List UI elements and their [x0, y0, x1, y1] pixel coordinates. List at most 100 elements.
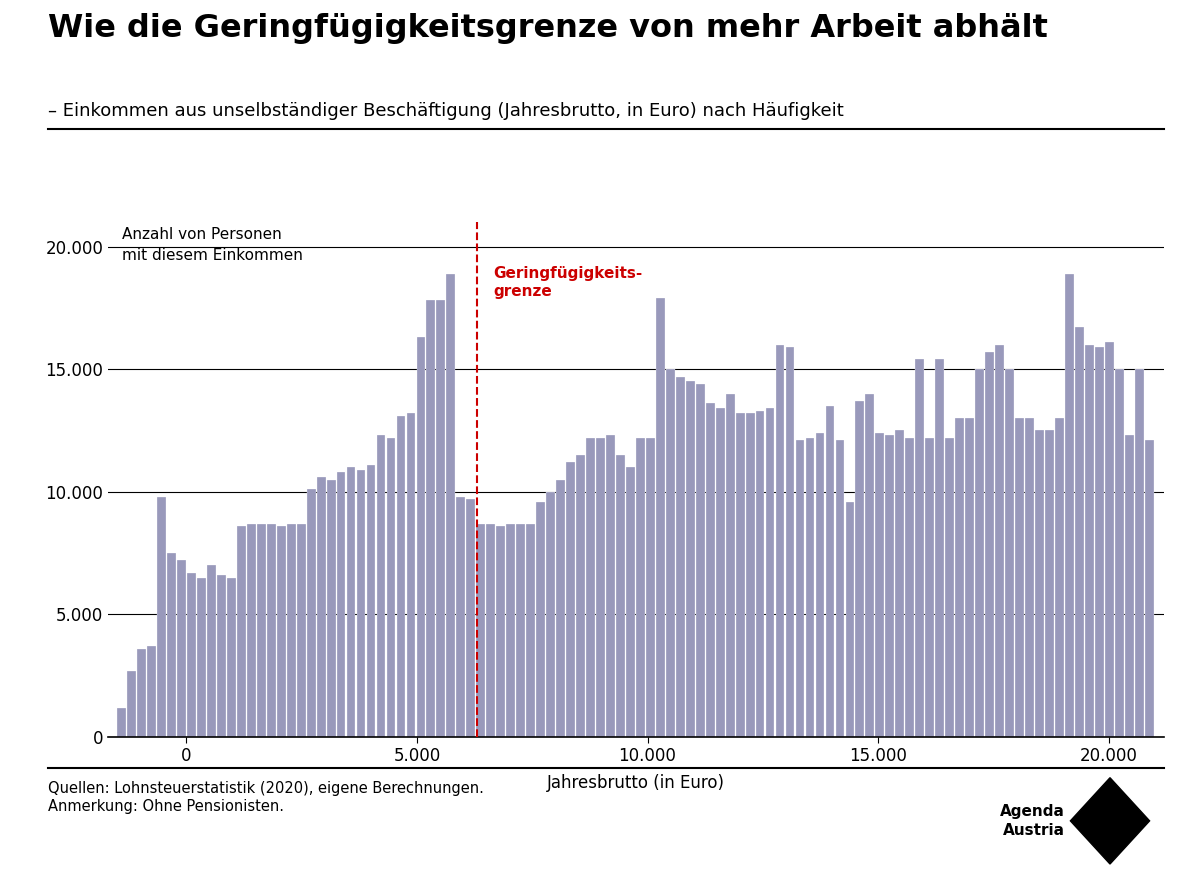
Bar: [976, 369, 984, 737]
Bar: [766, 408, 774, 737]
Bar: [586, 438, 595, 737]
Bar: [456, 496, 466, 737]
Bar: [167, 553, 176, 737]
Bar: [257, 524, 265, 737]
Bar: [437, 300, 445, 737]
Bar: [656, 298, 665, 737]
Bar: [266, 524, 276, 737]
Bar: [666, 369, 674, 737]
Bar: [426, 300, 436, 737]
Bar: [895, 431, 904, 737]
Bar: [416, 337, 425, 737]
Bar: [596, 438, 605, 737]
Bar: [935, 360, 944, 737]
Bar: [356, 470, 366, 737]
Bar: [317, 477, 325, 737]
Bar: [197, 577, 206, 737]
Bar: [137, 649, 146, 737]
Bar: [566, 463, 575, 737]
Bar: [745, 413, 755, 737]
Bar: [407, 413, 415, 737]
Bar: [606, 435, 614, 737]
Bar: [277, 526, 286, 737]
Bar: [236, 526, 246, 737]
Bar: [636, 438, 644, 737]
Bar: [916, 360, 924, 737]
Bar: [1064, 274, 1074, 737]
Bar: [1124, 435, 1134, 737]
Bar: [247, 524, 256, 737]
Bar: [1025, 418, 1034, 737]
Bar: [805, 438, 815, 737]
Bar: [886, 435, 894, 737]
Bar: [726, 393, 734, 737]
Bar: [178, 560, 186, 737]
Bar: [227, 577, 235, 737]
Bar: [1115, 369, 1123, 737]
Bar: [925, 438, 934, 737]
Bar: [706, 403, 715, 737]
Bar: [118, 708, 126, 737]
Bar: [527, 524, 535, 737]
Bar: [876, 433, 884, 737]
Bar: [148, 646, 156, 737]
Bar: [486, 524, 496, 737]
Bar: [616, 455, 625, 737]
Bar: [576, 455, 584, 737]
Bar: [287, 524, 295, 737]
Bar: [1015, 418, 1024, 737]
Bar: [296, 524, 306, 737]
Bar: [1006, 369, 1014, 737]
Bar: [157, 496, 166, 737]
Bar: [985, 352, 994, 737]
Bar: [626, 467, 635, 737]
Bar: [955, 418, 964, 737]
Bar: [377, 435, 385, 737]
Bar: [467, 499, 475, 737]
Bar: [307, 489, 316, 737]
Bar: [1085, 345, 1093, 737]
Text: – Einkommen aus unselbständiger Beschäftigung (Jahresbrutto, in Euro) nach Häufi: – Einkommen aus unselbständiger Beschäft…: [48, 102, 844, 120]
Bar: [1045, 431, 1054, 737]
Bar: [556, 480, 565, 737]
Bar: [676, 377, 685, 737]
Text: Anzahl von Personen
mit diesem Einkommen: Anzahl von Personen mit diesem Einkommen: [122, 227, 302, 263]
Polygon shape: [1070, 778, 1150, 864]
Bar: [536, 502, 545, 737]
Text: Wie die Geringfügigkeitsgrenze von mehr Arbeit abhält: Wie die Geringfügigkeitsgrenze von mehr …: [48, 13, 1048, 44]
Bar: [187, 573, 196, 737]
Bar: [816, 433, 824, 737]
Bar: [775, 345, 785, 737]
Bar: [796, 440, 804, 737]
Bar: [208, 566, 216, 737]
Bar: [846, 502, 854, 737]
Bar: [696, 384, 704, 737]
Bar: [736, 413, 744, 737]
X-axis label: Jahresbrutto (in Euro): Jahresbrutto (in Euro): [547, 773, 725, 792]
Bar: [396, 416, 406, 737]
Bar: [686, 382, 695, 737]
Bar: [347, 467, 355, 737]
Bar: [1075, 328, 1084, 737]
Bar: [497, 526, 505, 737]
Bar: [476, 524, 485, 737]
Bar: [826, 406, 834, 737]
Bar: [646, 438, 655, 737]
Bar: [386, 438, 395, 737]
Bar: [995, 345, 1004, 737]
Bar: [506, 524, 515, 737]
Bar: [1036, 431, 1044, 737]
Bar: [1055, 418, 1063, 737]
Bar: [965, 418, 974, 737]
Bar: [835, 440, 845, 737]
Bar: [546, 492, 554, 737]
Bar: [1145, 440, 1153, 737]
Text: Agenda
Austria: Agenda Austria: [1001, 804, 1066, 837]
Bar: [756, 411, 764, 737]
Bar: [1094, 347, 1104, 737]
Bar: [326, 480, 336, 737]
Text: Geringfügigkeits-
grenze: Geringfügigkeits- grenze: [493, 266, 642, 298]
Text: Quellen: Lohnsteuerstatistik (2020), eigene Berechnungen.
Anmerkung: Ohne Pensio: Quellen: Lohnsteuerstatistik (2020), eig…: [48, 781, 484, 813]
Bar: [716, 408, 725, 737]
Bar: [127, 670, 136, 737]
